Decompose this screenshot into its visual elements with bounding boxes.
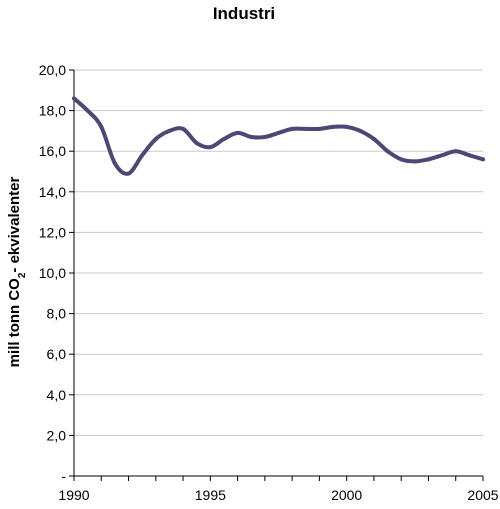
data-point — [453, 149, 458, 154]
data-point — [399, 157, 404, 162]
data-point — [208, 145, 213, 150]
chart-title: Industri — [213, 4, 275, 23]
x-tick-label: 1990 — [58, 487, 89, 503]
y-tick-label: 2,0 — [47, 427, 67, 443]
data-point — [140, 153, 145, 158]
y-tick-label: 14,0 — [39, 184, 66, 200]
data-point — [358, 128, 363, 133]
data-point — [194, 141, 199, 146]
data-point — [371, 137, 376, 142]
y-tick-label: 4,0 — [47, 387, 67, 403]
data-point — [385, 149, 390, 154]
data-point — [181, 126, 186, 131]
data-point — [440, 153, 445, 158]
data-point — [167, 128, 172, 133]
data-point — [276, 130, 281, 135]
data-point — [153, 137, 158, 142]
series-line — [72, 96, 485, 176]
data-point — [126, 171, 131, 176]
gridlines — [74, 69, 483, 436]
data-point — [426, 157, 431, 162]
data-point — [412, 159, 417, 164]
data-point — [331, 124, 336, 129]
y-tick-label: 10,0 — [39, 265, 66, 281]
data-point — [235, 130, 240, 135]
data-point — [249, 134, 254, 139]
y-tick-label: 20,0 — [39, 62, 66, 78]
y-tick-label: 6,0 — [47, 346, 67, 362]
x-tick-label: 2000 — [331, 487, 362, 503]
data-point — [290, 126, 295, 131]
data-point — [262, 134, 267, 139]
y-tick-label: 18,0 — [39, 103, 66, 119]
data-point — [72, 96, 76, 101]
data-point — [317, 126, 322, 131]
y-tick-label: 12,0 — [39, 224, 66, 240]
y-tick-label: 16,0 — [39, 143, 66, 159]
data-point — [303, 126, 308, 131]
data-point — [467, 153, 472, 158]
data-point — [112, 161, 117, 166]
y-axis-label: mill tonn CO2- ekvivalenter — [6, 177, 28, 368]
data-point — [85, 108, 90, 113]
data-point — [221, 137, 226, 142]
data-point — [99, 124, 104, 129]
x-tick-label: 2005 — [467, 487, 498, 503]
y-tick-label: 8,0 — [47, 306, 67, 322]
y-axis-ticks: - 2,0 4,0 6,0 8,0 10,0 12,0 14,0 16,0 18,0 20,0 — [39, 62, 74, 484]
data-point — [481, 157, 485, 162]
y-tick-label: - — [61, 468, 66, 484]
data-point — [344, 124, 349, 129]
x-axis-ticks: 1990 1995 2000 2005 — [58, 476, 499, 503]
x-tick-label: 1995 — [195, 487, 226, 503]
series-layer — [72, 96, 485, 176]
